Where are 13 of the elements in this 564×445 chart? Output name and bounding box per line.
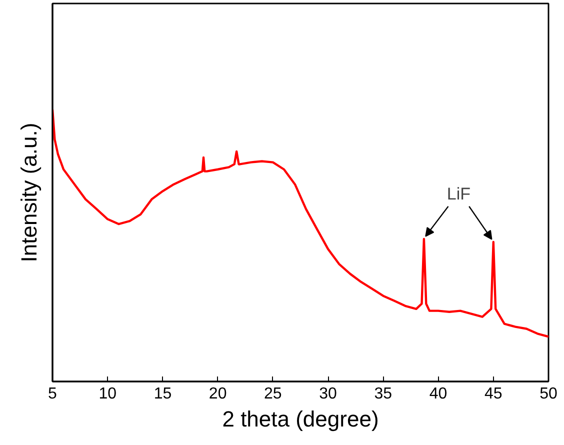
- x-tick-label: 45: [484, 386, 502, 402]
- x-tick-label: 40: [429, 386, 448, 402]
- x-tick-label: 5: [48, 386, 58, 402]
- x-tick-label: 25: [264, 386, 282, 402]
- x-tick-label: 20: [208, 386, 227, 402]
- x-tick-label: 10: [98, 386, 117, 402]
- y-axis-title: Intensity (a.u.): [16, 122, 42, 262]
- x-axis-title: 2 theta (degree): [222, 406, 379, 432]
- annotation: LiF: [446, 184, 470, 204]
- x-tick-label: 30: [319, 386, 338, 402]
- x-tick-label: 35: [374, 386, 392, 402]
- x-tick-label: 15: [154, 386, 172, 402]
- x-tick-label: 50: [540, 386, 558, 402]
